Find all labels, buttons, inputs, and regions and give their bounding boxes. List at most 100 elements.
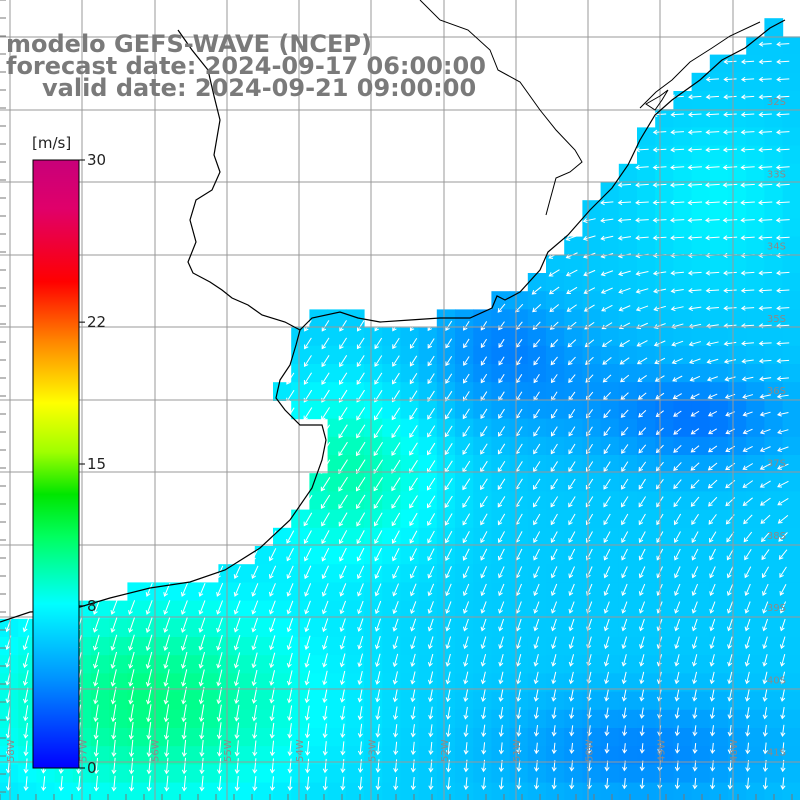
- field-cell: [182, 655, 201, 674]
- field-cell: [182, 600, 201, 620]
- field-cell: [709, 91, 729, 110]
- field-cell: [200, 600, 219, 620]
- wind-arrow: [723, 358, 737, 364]
- wind-arrow: [233, 565, 241, 579]
- field-cell: [600, 655, 620, 674]
- wind-arrow: [391, 494, 401, 509]
- wind-arrow: [373, 441, 383, 457]
- field-cell: [18, 655, 37, 674]
- wind-arrow: [392, 583, 399, 597]
- field-cell: [200, 582, 219, 602]
- field-cell: [764, 618, 784, 638]
- wind-arrow: [497, 548, 505, 561]
- wind-arrow: [110, 704, 117, 723]
- wind-arrow: [776, 41, 790, 47]
- wind-arrow: [268, 548, 277, 562]
- longitude-label: 57W: [78, 739, 89, 762]
- wind-arrow: [146, 739, 152, 758]
- field-cell: [655, 618, 674, 638]
- field-cell: [637, 309, 656, 329]
- field-cell: [455, 782, 474, 800]
- field-cell: [400, 473, 420, 492]
- wind-arrow: [286, 547, 294, 562]
- wind-arrow: [463, 636, 469, 650]
- wind-arrow: [481, 777, 487, 790]
- field-cell: [436, 764, 456, 784]
- field-cell: [382, 546, 401, 565]
- wind-arrow: [690, 496, 700, 507]
- wind-arrow: [723, 288, 737, 294]
- field-cell: [327, 655, 347, 674]
- field-cell: [418, 345, 438, 365]
- wind-arrow: [620, 392, 629, 401]
- field-cell: [509, 418, 529, 438]
- field-cell: [582, 200, 602, 219]
- field-cell: [254, 618, 274, 638]
- field-cell: [291, 600, 310, 620]
- field-cell: [546, 327, 565, 347]
- field-cell: [600, 309, 620, 329]
- field-cell: [163, 691, 183, 711]
- field-cell: [382, 618, 401, 638]
- wind-arrow: [339, 547, 347, 562]
- wind-arrow: [286, 618, 294, 633]
- wind-arrow: [409, 407, 418, 420]
- field-cell: [163, 600, 183, 620]
- field-cell: [527, 436, 547, 456]
- field-cell: [200, 691, 219, 711]
- wind-arrow: [704, 200, 720, 206]
- wind-arrow: [550, 356, 558, 366]
- field-cell: [673, 509, 693, 529]
- field-cell: [564, 309, 583, 329]
- wind-arrow: [604, 707, 610, 719]
- wind-arrow: [304, 583, 312, 597]
- wind-arrow: [445, 356, 453, 367]
- wind-arrow: [445, 338, 453, 349]
- wind-arrow: [621, 636, 628, 650]
- field-cell: [618, 764, 638, 784]
- wind-arrow: [745, 707, 751, 720]
- wind-arrow: [621, 461, 629, 472]
- field-cell: [345, 655, 365, 674]
- wind-arrow: [216, 704, 222, 722]
- wind-arrow: [304, 653, 311, 668]
- field-cell: [436, 546, 456, 565]
- wind-arrow: [322, 670, 328, 686]
- field-cell: [309, 364, 329, 383]
- field-cell: [345, 327, 365, 347]
- field-cell: [600, 345, 620, 365]
- field-cell: [709, 182, 729, 201]
- field-cell: [382, 509, 401, 529]
- wind-arrow: [621, 548, 628, 561]
- wind-arrow: [251, 635, 258, 651]
- wind-arrow: [691, 548, 699, 561]
- wind-arrow: [761, 531, 770, 543]
- wind-arrow: [286, 670, 293, 686]
- wind-arrow: [497, 443, 506, 455]
- field-cell: [600, 364, 620, 383]
- wind-arrow: [392, 636, 399, 650]
- wind-arrow: [533, 548, 540, 561]
- field-cell: [455, 382, 474, 401]
- field-cell: [218, 564, 238, 583]
- wind-arrow: [428, 741, 434, 755]
- field-cell: [673, 127, 693, 147]
- field-cell: [709, 382, 729, 401]
- wind-arrow: [181, 739, 187, 758]
- field-cell: [709, 291, 729, 310]
- wind-arrow: [392, 565, 400, 579]
- wind-arrow: [740, 147, 755, 153]
- wind-arrow: [304, 688, 310, 704]
- wind-arrow: [480, 566, 488, 579]
- field-cell: [218, 691, 238, 711]
- wind-arrow: [618, 287, 631, 294]
- wind-arrow: [550, 583, 558, 597]
- wind-arrow: [498, 777, 504, 790]
- field-cell: [527, 382, 547, 401]
- field-cell: [109, 728, 128, 747]
- field-cell: [600, 509, 620, 529]
- field-cell: [600, 218, 620, 238]
- field-cell: [764, 509, 784, 529]
- wind-arrow: [762, 636, 768, 650]
- field-cell: [582, 491, 602, 511]
